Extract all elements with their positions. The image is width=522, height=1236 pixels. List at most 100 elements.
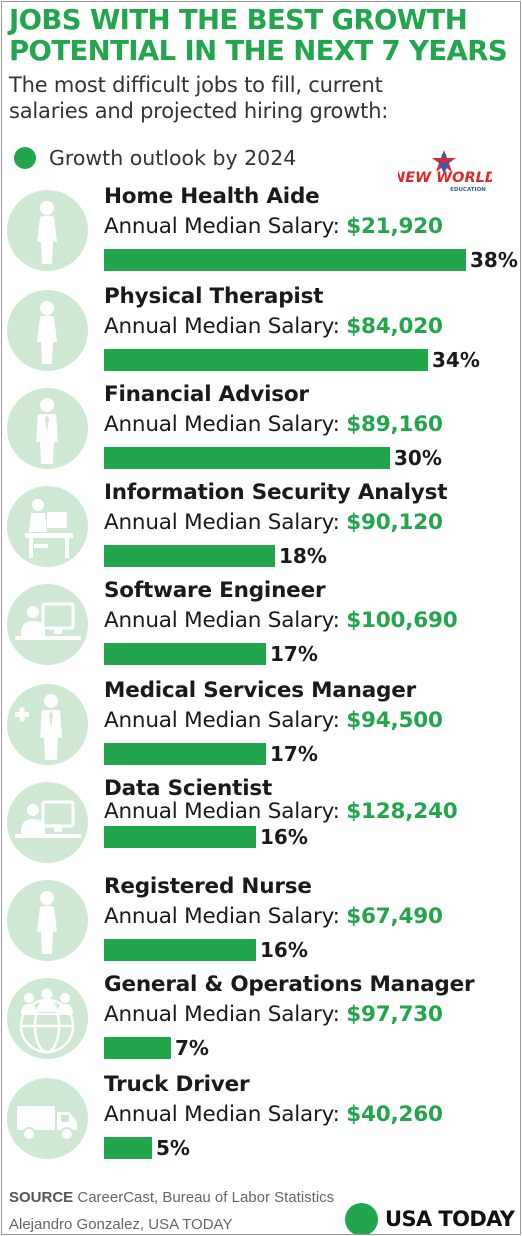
job-title: Home Health Aide [104, 184, 320, 209]
job-row: Truck Driver Annual Median Salary: $40,26… [2, 1070, 520, 1166]
job-row: Financial Advisor Annual Median Salary: $… [2, 380, 520, 476]
truck-icon [7, 1078, 88, 1159]
growth-value-label: 7% [175, 1036, 209, 1060]
source-note: SOURCE CareerCast, Bureau of Labor Stati… [9, 1189, 334, 1206]
growth-bar [104, 939, 256, 961]
legend-dot-icon [14, 147, 36, 169]
title-line-1: JOBS WITH THE BEST GROWTH [9, 4, 468, 36]
job-row: Medical Services Manager Annual Median Sa… [2, 676, 520, 772]
growth-bar [104, 447, 390, 469]
salary-value: $90,120 [346, 510, 443, 535]
salary-line: Annual Median Salary: $94,500 [104, 708, 443, 733]
team-globe-icon [7, 978, 88, 1059]
growth-bar [104, 349, 428, 371]
source-text: CareerCast, Bureau of Labor Statistics [77, 1189, 335, 1206]
growth-bar [104, 743, 266, 765]
subtitle-line-2: salaries and projected hiring growth: [9, 99, 389, 123]
credit: Alejandro Gonzalez, USA TODAY [9, 1216, 233, 1233]
growth-bar [104, 1137, 152, 1159]
salary-value: $21,920 [346, 214, 443, 239]
woman-icon [7, 290, 88, 371]
title-line-2: POTENTIAL IN THE NEXT 7 YEARS [9, 35, 508, 67]
salary-label: Annual Median Salary: [104, 708, 347, 733]
computer-user-icon [7, 584, 88, 665]
job-title: Information Security Analyst [104, 480, 448, 505]
salary-value: $84,020 [346, 314, 443, 339]
growth-value-label: 18% [279, 544, 327, 568]
salary-label: Annual Median Salary: [104, 1002, 347, 1027]
growth-value-label: 17% [270, 742, 318, 766]
usa-today-logo: USA TODAY [345, 1202, 515, 1234]
salary-label: Annual Median Salary: [104, 904, 347, 929]
subtitle-line-1: The most difficult jobs to fill, current [9, 73, 383, 97]
legend-label: Growth outlook by 2024 [49, 146, 297, 170]
woman-icon [7, 880, 88, 961]
salary-line: Annual Median Salary: $21,920 [104, 214, 443, 239]
growth-bar [104, 545, 275, 567]
computer-user-icon [7, 782, 88, 863]
salary-value: $100,690 [346, 608, 458, 633]
growth-bar [104, 249, 466, 271]
job-row: Information Security Analyst Annual Media… [2, 478, 520, 574]
job-row: Software Engineer Annual Median Salary: $… [2, 576, 520, 672]
job-title: Physical Therapist [104, 284, 324, 309]
usa-today-dot-icon [345, 1202, 378, 1234]
salary-value: $128,240 [346, 799, 458, 824]
salary-line: Annual Median Salary: $97,730 [104, 1002, 443, 1027]
salary-line: Annual Median Salary: $67,490 [104, 904, 443, 929]
logo-text-line-1: NEW WORLD [398, 170, 492, 186]
legend: Growth outlook by 2024 [14, 145, 296, 171]
growth-bar [104, 643, 266, 665]
job-title: Registered Nurse [104, 874, 312, 899]
salary-line: Annual Median Salary: $84,020 [104, 314, 443, 339]
salary-value: $97,730 [346, 1002, 443, 1027]
job-row: General & Operations Manager Annual Media… [2, 970, 520, 1066]
growth-value-label: 16% [260, 938, 308, 962]
salary-label: Annual Median Salary: [104, 214, 347, 239]
salary-label: Annual Median Salary: [104, 799, 347, 824]
businessman-icon [7, 388, 88, 469]
page-title: JOBS WITH THE BEST GROWTH POTENTIAL IN T… [9, 5, 519, 67]
job-row: Physical Therapist Annual Median Salary: … [2, 282, 520, 378]
salary-label: Annual Median Salary: [104, 1102, 347, 1127]
growth-value-label: 34% [432, 348, 480, 372]
growth-bar [104, 826, 256, 848]
growth-value-label: 5% [156, 1136, 190, 1160]
salary-value: $67,490 [346, 904, 443, 929]
salary-label: Annual Median Salary: [104, 412, 347, 437]
salary-label: Annual Median Salary: [104, 314, 347, 339]
salary-line: Annual Median Salary: $100,690 [104, 608, 458, 633]
salary-value: $94,500 [346, 708, 443, 733]
job-title: Financial Advisor [104, 382, 309, 407]
job-row: Registered Nurse Annual Median Salary: $6… [2, 872, 520, 968]
salary-label: Annual Median Salary: [104, 608, 347, 633]
salary-line: Annual Median Salary: $128,240 [104, 799, 458, 824]
usa-today-wordmark: USA TODAY [385, 1207, 515, 1231]
growth-value-label: 38% [470, 248, 518, 272]
job-title: General & Operations Manager [104, 972, 475, 997]
growth-value-label: 17% [270, 642, 318, 666]
job-row: Home Health Aide Annual Median Salary: $2… [2, 182, 520, 278]
job-title: Software Engineer [104, 578, 326, 603]
woman-icon [7, 190, 88, 271]
job-title: Truck Driver [104, 1072, 250, 1097]
job-row: Data Scientist Annual Median Salary: $128… [2, 774, 520, 870]
salary-line: Annual Median Salary: $89,160 [104, 412, 443, 437]
growth-bar [104, 1037, 171, 1059]
desk-worker-icon [7, 486, 88, 567]
salary-label: Annual Median Salary: [104, 510, 347, 535]
salary-line: Annual Median Salary: $90,120 [104, 510, 443, 535]
source-label: SOURCE [9, 1189, 74, 1206]
subtitle: The most difficult jobs to fill, current… [9, 72, 519, 124]
logo-text-line-2: EDUCATION [450, 187, 486, 193]
job-title: Medical Services Manager [104, 678, 416, 703]
salary-value: $89,160 [346, 412, 443, 437]
job-title: Data Scientist [104, 776, 273, 801]
salary-value: $40,260 [346, 1102, 443, 1127]
new-world-education-logo: NEW WORLD EDUCATION [398, 150, 492, 193]
growth-value-label: 16% [260, 825, 308, 849]
medical-manager-icon [7, 684, 88, 765]
salary-line: Annual Median Salary: $40,260 [104, 1102, 443, 1127]
growth-value-label: 30% [394, 446, 442, 470]
